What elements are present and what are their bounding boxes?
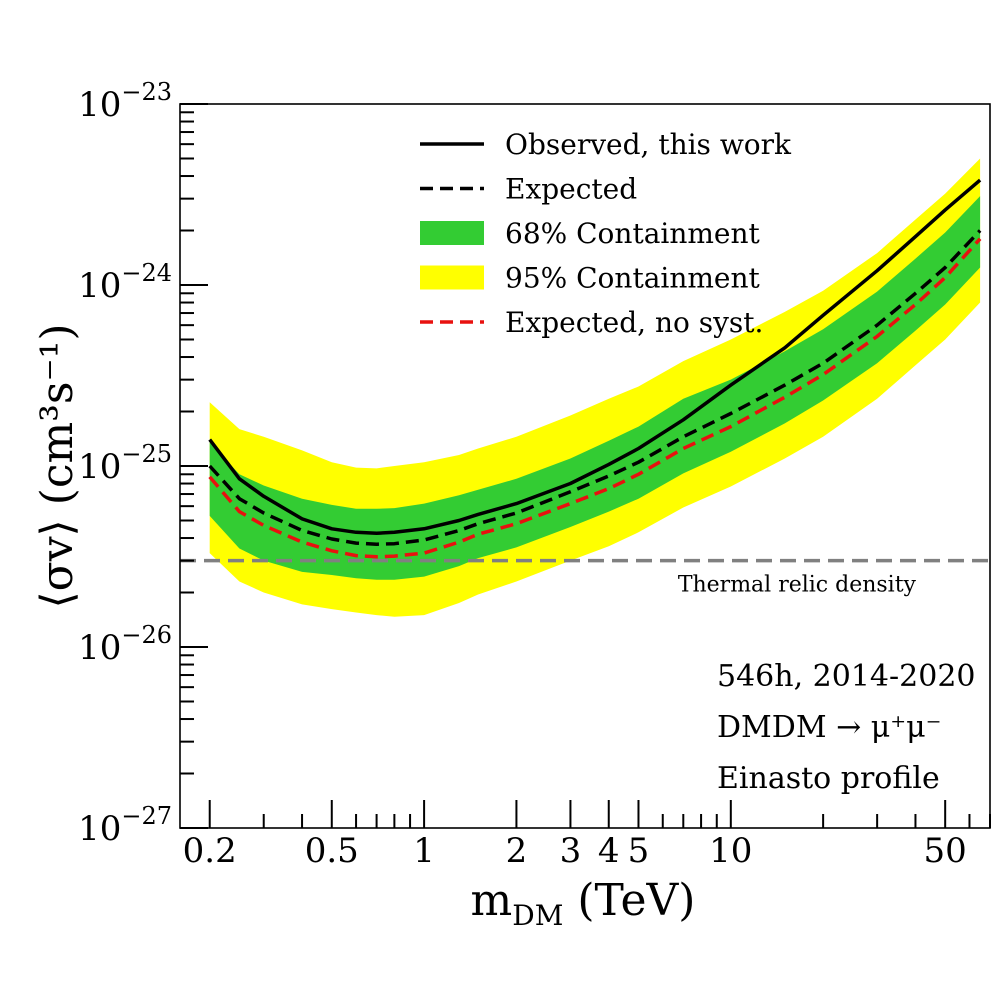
legend-observed-this-work-label: Observed, this work — [505, 128, 792, 161]
legend-expected-no-syst-label: Expected, no syst. — [505, 306, 763, 339]
x-tick-label: 10 — [709, 831, 752, 871]
band-68-containment — [209, 196, 981, 580]
legend: Observed, this work Expected 68% Containme… — [420, 128, 792, 339]
legend-68-containment-label: 68% Containment — [505, 217, 761, 250]
x-tick-label: 5 — [628, 831, 650, 871]
legend-95-containment-swatch — [420, 265, 484, 290]
x-axis-title: mDM (TeV) — [471, 875, 696, 932]
series-observed-this-work — [208, 178, 982, 536]
x-tick-label: 4 — [598, 831, 620, 871]
containment-bands — [209, 158, 981, 617]
legend-95-containment-label: 95% Containment — [505, 262, 761, 295]
annotation-1: 546h, 2014-2020 — [717, 659, 976, 694]
y-tick-label: 10−27 — [78, 802, 172, 849]
x-tick-label: 0.5 — [305, 831, 359, 871]
y-tick-label: 10−24 — [78, 259, 172, 306]
annotations: 546h, 2014-2020 DMDM → μ⁺μ⁻ Einasto profil… — [717, 659, 976, 796]
plot-frame — [179, 103, 991, 829]
thermal-relic-label: Thermal relic density — [678, 573, 917, 598]
annotation-2: DMDM → μ⁺μ⁻ — [717, 710, 941, 745]
legend-68-containment-swatch — [420, 221, 484, 245]
y-tick-label: 10−26 — [78, 621, 172, 668]
y-tick-label: 10−23 — [78, 78, 172, 125]
y-tick-label: 10−25 — [78, 440, 172, 487]
legend-expected-label: Expected — [505, 173, 637, 206]
band-95-containment — [209, 158, 981, 617]
x-tick-label: 1 — [413, 831, 435, 871]
thermal-relic-layer: Thermal relic density — [180, 558, 990, 598]
tick-labels: 0.2 0.5 1 2 3 4 5 10 50 10−23 10−24 10−25 10−26 10−27 — [78, 78, 967, 871]
series-expected-no-syst — [208, 237, 982, 559]
annotation-3: Einasto profile — [717, 761, 940, 796]
x-tick-label: 2 — [506, 831, 528, 871]
x-tick-label: 3 — [560, 831, 582, 871]
axis-titles: mDM (TeV) ⟨σv⟩ (cm³s⁻¹) — [32, 324, 695, 933]
x-tick-label: 50 — [924, 831, 967, 871]
x-tick-label: 0.2 — [183, 831, 237, 871]
series-lines — [208, 178, 982, 559]
y-axis-title: ⟨σv⟩ (cm³s⁻¹) — [32, 324, 83, 609]
